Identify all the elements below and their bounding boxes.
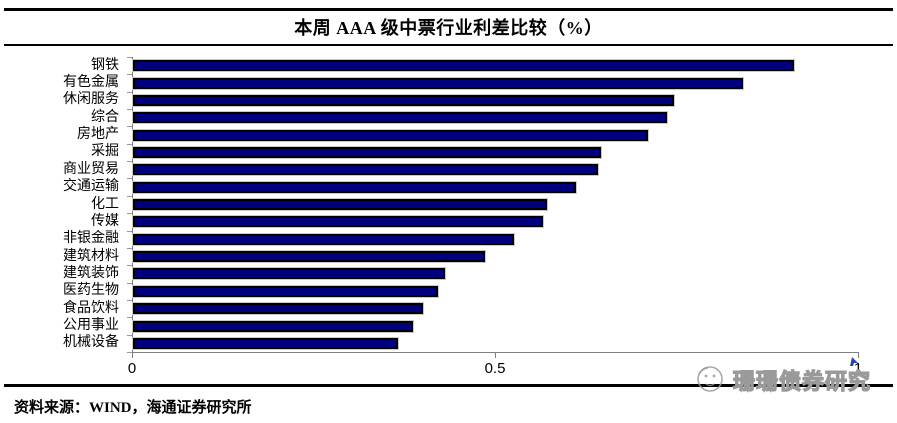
y-axis-tick [127,126,132,128]
table-row: 建筑材料 [0,248,897,265]
category-label: 公用事业 [63,318,119,334]
table-row: 采掘 [0,144,897,161]
bar [132,59,795,73]
table-row: 化工 [0,196,897,213]
x-tick-label-0-5: 0.5 [484,360,506,377]
table-row: 钢铁 [0,57,897,74]
table-row: 交通运输 [0,179,897,196]
cursor-icon [848,354,860,372]
category-label: 建筑装饰 [63,265,119,281]
table-row: 房地产 [0,126,897,143]
table-row: 非银金融 [0,231,897,248]
category-label: 传媒 [91,213,119,229]
table-row: 商业贸易 [0,161,897,178]
source-note: 资料来源：WIND，海通证券研究所 [14,400,252,416]
category-label: 非银金融 [63,231,119,247]
category-label: 综合 [91,109,119,125]
bar [131,267,447,281]
category-label: 休闲服务 [63,92,119,108]
x-tick-1 [858,352,859,358]
table-row: 休闲服务 [0,92,897,109]
x-tick-label-0: 0 [127,360,137,377]
table-row: 公用事业 [0,317,897,334]
table-row: 有色金属 [0,74,897,91]
table-row: 医药生物 [0,283,897,300]
bar [131,232,516,246]
y-axis-tick [127,195,132,197]
bar [132,198,548,212]
bar [132,163,599,177]
y-axis-tick [127,161,132,163]
y-axis-tick [127,247,132,249]
bar [131,215,545,229]
y-axis-tick [127,57,132,58]
y-axis-tick [127,178,132,180]
table-row: 综合 [0,109,897,126]
category-label: 采掘 [91,144,119,160]
table-row: 食品饮料 [0,300,897,317]
table-row: 建筑装饰 [0,265,897,282]
title-underline-rule [4,44,893,46]
x-tick-label-1: 1 [853,360,863,377]
y-axis-tick [127,143,132,145]
watermark: 珊珊债券研究 [693,356,893,404]
bar [132,76,744,90]
bar [131,250,487,264]
bar [132,319,414,333]
watermark-text: 珊珊债券研究 [732,368,872,394]
bar [132,180,577,194]
category-label: 建筑材料 [63,248,119,264]
y-axis-tick [127,265,132,267]
table-row: 传媒 [0,213,897,230]
bar [131,145,603,159]
category-label: 有色金属 [63,75,119,91]
top-rule [4,8,893,11]
category-label: 交通运输 [63,179,119,195]
bar [132,336,399,350]
category-label: 机械设备 [63,335,119,351]
y-axis-tick [127,334,132,336]
table-row: 机械设备 [0,335,897,352]
bar [132,284,439,298]
y-axis-line [132,57,133,353]
category-label: 医药生物 [63,283,119,299]
y-axis-tick [127,74,132,76]
y-axis-tick [127,282,132,284]
x-tick-0 [132,352,133,358]
category-label: 化工 [91,196,119,212]
category-label: 商业贸易 [63,161,119,177]
bar [131,302,425,316]
y-axis-tick [127,230,132,232]
category-label: 食品饮料 [63,300,119,316]
bar-rows: 钢铁有色金属 休闲服务 综合房地产 采掘 商业贸易交通运输 化工 传媒非银金融 建筑材料 建筑装… [0,57,897,352]
y-axis-tick [127,299,132,301]
chart-title: 本周 AAA 级中票行业利差比较（%） [294,18,603,38]
y-axis-tick [127,352,132,353]
y-axis-tick [127,213,132,215]
bottom-rule [4,384,893,387]
y-axis-tick [127,317,132,319]
bar [132,111,668,125]
category-label: 房地产 [77,127,119,143]
y-axis-tick [127,91,132,93]
bar [131,128,650,142]
x-tick-0-5 [495,352,496,358]
category-label: 钢铁 [91,57,119,73]
bar [132,93,675,107]
chick-face-icon [693,361,727,400]
y-axis-tick [127,109,132,111]
